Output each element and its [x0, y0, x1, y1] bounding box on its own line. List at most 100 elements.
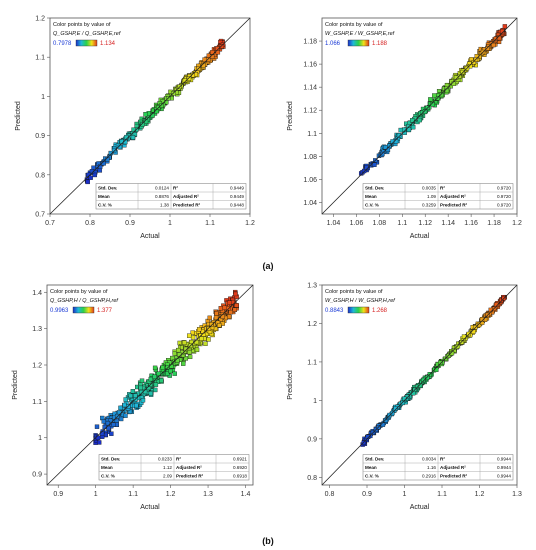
data-point — [417, 117, 422, 123]
legend-max-value: 1.134 — [100, 41, 116, 47]
x-axis-title: Actual — [140, 504, 160, 511]
panel-label-a: (a) — [263, 261, 274, 271]
data-point — [452, 348, 457, 353]
color-legend: Color points by value of W_GSHP,E / W_GSH… — [324, 20, 402, 50]
data-point — [420, 377, 426, 383]
stat-label: Std. Dev. — [365, 186, 384, 191]
legend-title: Color points by value of — [325, 289, 383, 295]
data-point — [152, 365, 158, 371]
stat-label: R² — [440, 457, 445, 462]
data-point — [398, 127, 403, 133]
data-point — [165, 371, 170, 376]
data-point — [88, 175, 93, 180]
panel-b-left-chart: 0.9 1 1.1 1.2 1.3 1.4 0.9 1 1.1 1.2 1.3 1.4 Actual Pr… — [12, 284, 254, 511]
data-point — [219, 44, 225, 49]
data-point — [455, 344, 461, 349]
data-point — [206, 337, 211, 342]
data-point — [172, 351, 177, 356]
panel-a-left-chart: 0.7 0.8 0.9 1 1.1 1.2 0.7 0.8 0.9 1 1.1 1.2 Actual Pr… — [15, 16, 255, 241]
data-point — [130, 135, 136, 140]
y-tick-label: 1.08 — [303, 154, 317, 161]
data-point — [122, 402, 127, 408]
data-point — [138, 385, 143, 391]
stat-value: 0.0124 — [155, 186, 169, 191]
x-tick-label: 1.04 — [327, 220, 341, 227]
data-point — [92, 172, 98, 178]
y-tick-label: 1.12 — [303, 108, 317, 115]
stat-value: 0.2916 — [422, 474, 436, 479]
y-tick-label: 1.2 — [307, 321, 317, 328]
data-point — [140, 398, 146, 403]
y-tick-label: 1 — [41, 94, 45, 101]
data-point — [108, 418, 113, 423]
data-point — [139, 378, 145, 383]
y-tick-label: 0.9 — [307, 436, 317, 443]
stat-label: Adjusted R² — [173, 194, 199, 199]
data-point — [166, 95, 171, 101]
data-point — [187, 349, 192, 355]
data-point — [425, 375, 430, 380]
stat-value: 1.09 — [427, 194, 436, 199]
legend-min-value: 0.9963 — [50, 308, 69, 314]
data-point — [176, 347, 181, 353]
y-tick-label: 1.18 — [303, 39, 317, 46]
data-point — [410, 124, 416, 130]
data-point — [194, 339, 199, 345]
data-point — [206, 326, 212, 331]
data-point — [153, 387, 158, 393]
x-tick-label: 1.2 — [166, 491, 176, 498]
y-tick-label: 1.16 — [303, 62, 317, 69]
statistics-table: Std. Dev. 0.0124 R² 0.9449 Mean 0.8876 Adjuste… — [95, 183, 247, 210]
legend-min-value: 1.066 — [325, 41, 341, 47]
data-point — [133, 393, 138, 398]
plot-frame — [321, 17, 518, 215]
legend-min-value: 0.7978 — [53, 41, 72, 47]
data-point — [160, 365, 165, 370]
y-tick-label: 1.3 — [32, 326, 42, 333]
y-axis-title: Predicted — [287, 101, 294, 131]
data-point — [207, 315, 212, 321]
y-tick-label: 1.1 — [307, 131, 317, 138]
x-tick-label: 1.2 — [512, 220, 522, 227]
data-point — [140, 122, 145, 127]
data-point — [143, 112, 148, 117]
data-point — [101, 419, 106, 424]
y-tick-label: 0.9 — [35, 133, 45, 140]
data-point — [148, 391, 154, 396]
x-tick-label: 0.8 — [85, 220, 95, 227]
data-point — [102, 424, 107, 430]
stat-value: 0.0035 — [422, 186, 436, 191]
x-tick-label: 1.1 — [205, 220, 215, 227]
y-axis-title: Predicted — [12, 370, 19, 400]
y-tick-label: 1.1 — [35, 55, 45, 62]
stat-label: Mean — [98, 194, 110, 199]
x-axis-title: Actual — [140, 233, 160, 240]
data-point — [485, 46, 490, 51]
diagonal-reference-line — [321, 284, 518, 486]
legend-max-value: 1.377 — [97, 308, 113, 314]
x-tick-label: 1.3 — [512, 491, 522, 498]
stat-label: Std. Dev. — [101, 457, 120, 462]
x-tick-label: 1 — [403, 491, 407, 498]
stat-value: 0.8876 — [155, 194, 169, 199]
y-tick-label: 1 — [313, 398, 317, 405]
data-point — [194, 347, 200, 353]
stat-value: 0.9944 — [497, 474, 511, 479]
data-point — [183, 356, 189, 361]
data-point — [182, 340, 187, 345]
data-point — [111, 147, 117, 153]
x-tick-label: 0.9 — [125, 220, 135, 227]
panel-label-b: (b) — [262, 536, 274, 546]
data-point — [218, 306, 224, 311]
stat-value: 0.0233 — [158, 457, 172, 462]
data-point — [183, 346, 189, 352]
x-tick-label: 1 — [94, 491, 98, 498]
y-axis-title: Predicted — [15, 101, 22, 131]
data-point — [496, 35, 502, 41]
data-point — [396, 133, 402, 138]
legend-color-ramp — [347, 306, 370, 314]
legend-color-ramp — [347, 39, 370, 47]
stat-label: R² — [440, 186, 445, 191]
stat-value: 2.09 — [163, 474, 172, 479]
